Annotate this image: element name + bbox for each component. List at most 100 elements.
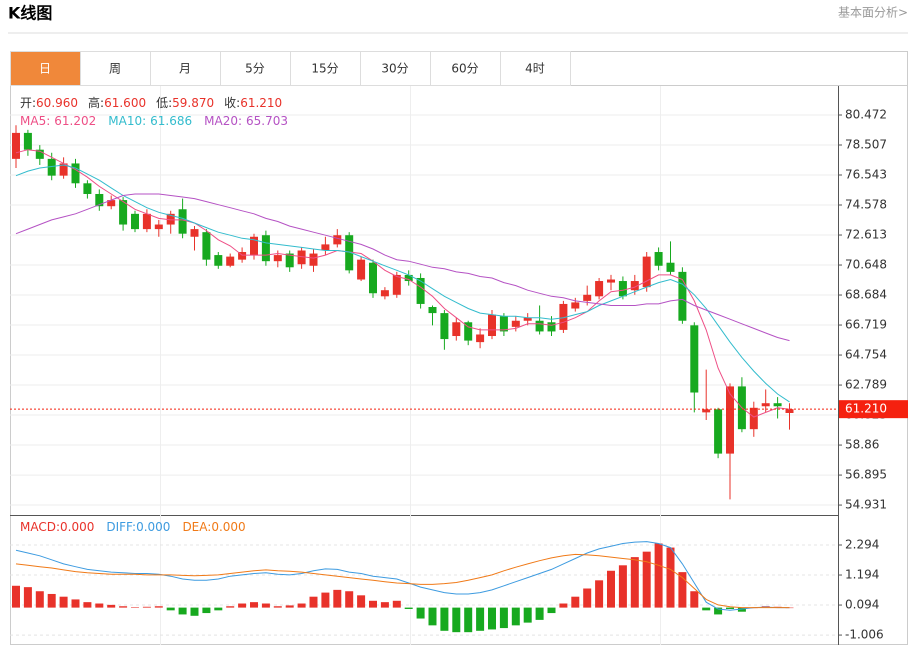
tab[interactable] (500, 51, 571, 86)
candle-body (571, 302, 580, 309)
macd-bar (119, 606, 128, 608)
tab-label[interactable]: 60分 (451, 62, 478, 76)
macd-bar (35, 591, 44, 608)
macd-line (15, 553, 790, 609)
macd-bar (107, 604, 116, 608)
tab[interactable] (220, 51, 291, 86)
macd-bar (142, 606, 151, 608)
candle-body (488, 314, 496, 337)
macd-bar (59, 596, 68, 608)
tab[interactable] (10, 51, 81, 86)
macd-bar (666, 547, 675, 608)
candle-body (535, 320, 544, 332)
macd-bar (559, 603, 568, 608)
candle-body (12, 132, 20, 159)
candle-body (583, 294, 592, 301)
legend-name: MA20: (204, 114, 242, 128)
candle-body (59, 163, 68, 176)
tab-label[interactable]: 30分 (381, 62, 408, 76)
candle-body (464, 322, 473, 341)
candle-body (261, 235, 270, 262)
candle-body (785, 409, 794, 413)
macd-bar (321, 592, 330, 608)
macd-bar (297, 603, 306, 608)
macd-bar (12, 585, 20, 608)
legend-value: 0.000 (211, 520, 245, 534)
macd-bar (392, 600, 401, 608)
macd-bar (714, 607, 723, 615)
macd-bar (499, 607, 508, 629)
macd-bar (678, 572, 687, 608)
y-tick-label: 78.507 (845, 138, 887, 152)
tab[interactable] (150, 51, 221, 86)
macd-bar (595, 580, 604, 608)
page-title: K线图 (8, 4, 52, 23)
y-tick-label: 68.684 (845, 288, 887, 302)
candle-body (476, 334, 485, 343)
candle-body (107, 200, 116, 207)
tab[interactable] (360, 51, 431, 86)
y-tick-label: 70.648 (845, 258, 887, 272)
candle-body (321, 244, 330, 251)
candle-body (71, 163, 80, 184)
macd-bar (654, 543, 663, 608)
y-tick-label: 1.194 (845, 568, 879, 582)
y-tick-label: 76.543 (845, 168, 887, 182)
legend-value: 61.202 (54, 114, 96, 128)
macd-bar (345, 591, 354, 608)
y-tick-label: 62.789 (845, 378, 887, 392)
macd-bar (511, 607, 520, 626)
legend-name: DIFF: (106, 520, 136, 534)
candle-body (773, 403, 782, 407)
macd-bar (190, 607, 199, 616)
tab[interactable] (290, 51, 361, 86)
info-value: 61.210 (240, 96, 282, 110)
y-tick-label: 0.094 (845, 598, 879, 612)
candle-body (523, 317, 532, 321)
y-tick-label: 2.294 (845, 538, 879, 552)
tab-label[interactable]: 5分 (245, 62, 265, 76)
candle-body (142, 213, 151, 230)
macd-bar (83, 602, 92, 608)
tab-label[interactable]: 周 (109, 62, 121, 76)
candle-body (214, 255, 223, 266)
candle-body (95, 193, 104, 207)
macd-bar (309, 596, 318, 608)
tab-label[interactable]: 4时 (525, 62, 545, 76)
macd-bar (690, 591, 699, 608)
info-value: 59.870 (172, 96, 214, 110)
tab-label[interactable]: 日 (39, 62, 51, 76)
candle-body (607, 279, 615, 283)
y-tick-label: -1.006 (845, 628, 884, 642)
candle-body (23, 132, 32, 150)
macd-bar (23, 587, 32, 608)
legend-value: 65.703 (246, 114, 288, 128)
macd-bar (273, 606, 282, 608)
fundamental-link[interactable]: 基本面分析> (838, 6, 908, 20)
tab[interactable] (80, 51, 151, 86)
legend-value: 61.686 (150, 114, 192, 128)
candle-body (83, 183, 92, 194)
macd-bar (166, 607, 175, 611)
macd-bar (261, 603, 270, 608)
candle-body (714, 409, 723, 454)
macd-bar (416, 607, 425, 619)
macd-bar (702, 607, 711, 611)
info-label: 收: (224, 96, 240, 110)
macd-bar (214, 607, 223, 611)
macd-bar (535, 607, 544, 620)
candle-body (499, 316, 508, 332)
candle-body (380, 290, 389, 297)
tab-label[interactable]: 15分 (311, 62, 338, 76)
candle-body (131, 213, 139, 230)
info-value: 60.960 (36, 96, 78, 110)
info-value: 61.600 (104, 96, 146, 110)
candle-body (154, 224, 163, 230)
candle-body (392, 274, 401, 295)
candle-body (428, 306, 437, 314)
macd-bar (333, 589, 342, 608)
macd-line (15, 541, 790, 611)
candle-body (726, 386, 734, 454)
candle-body (166, 213, 175, 225)
tab-label[interactable]: 月 (179, 62, 191, 76)
